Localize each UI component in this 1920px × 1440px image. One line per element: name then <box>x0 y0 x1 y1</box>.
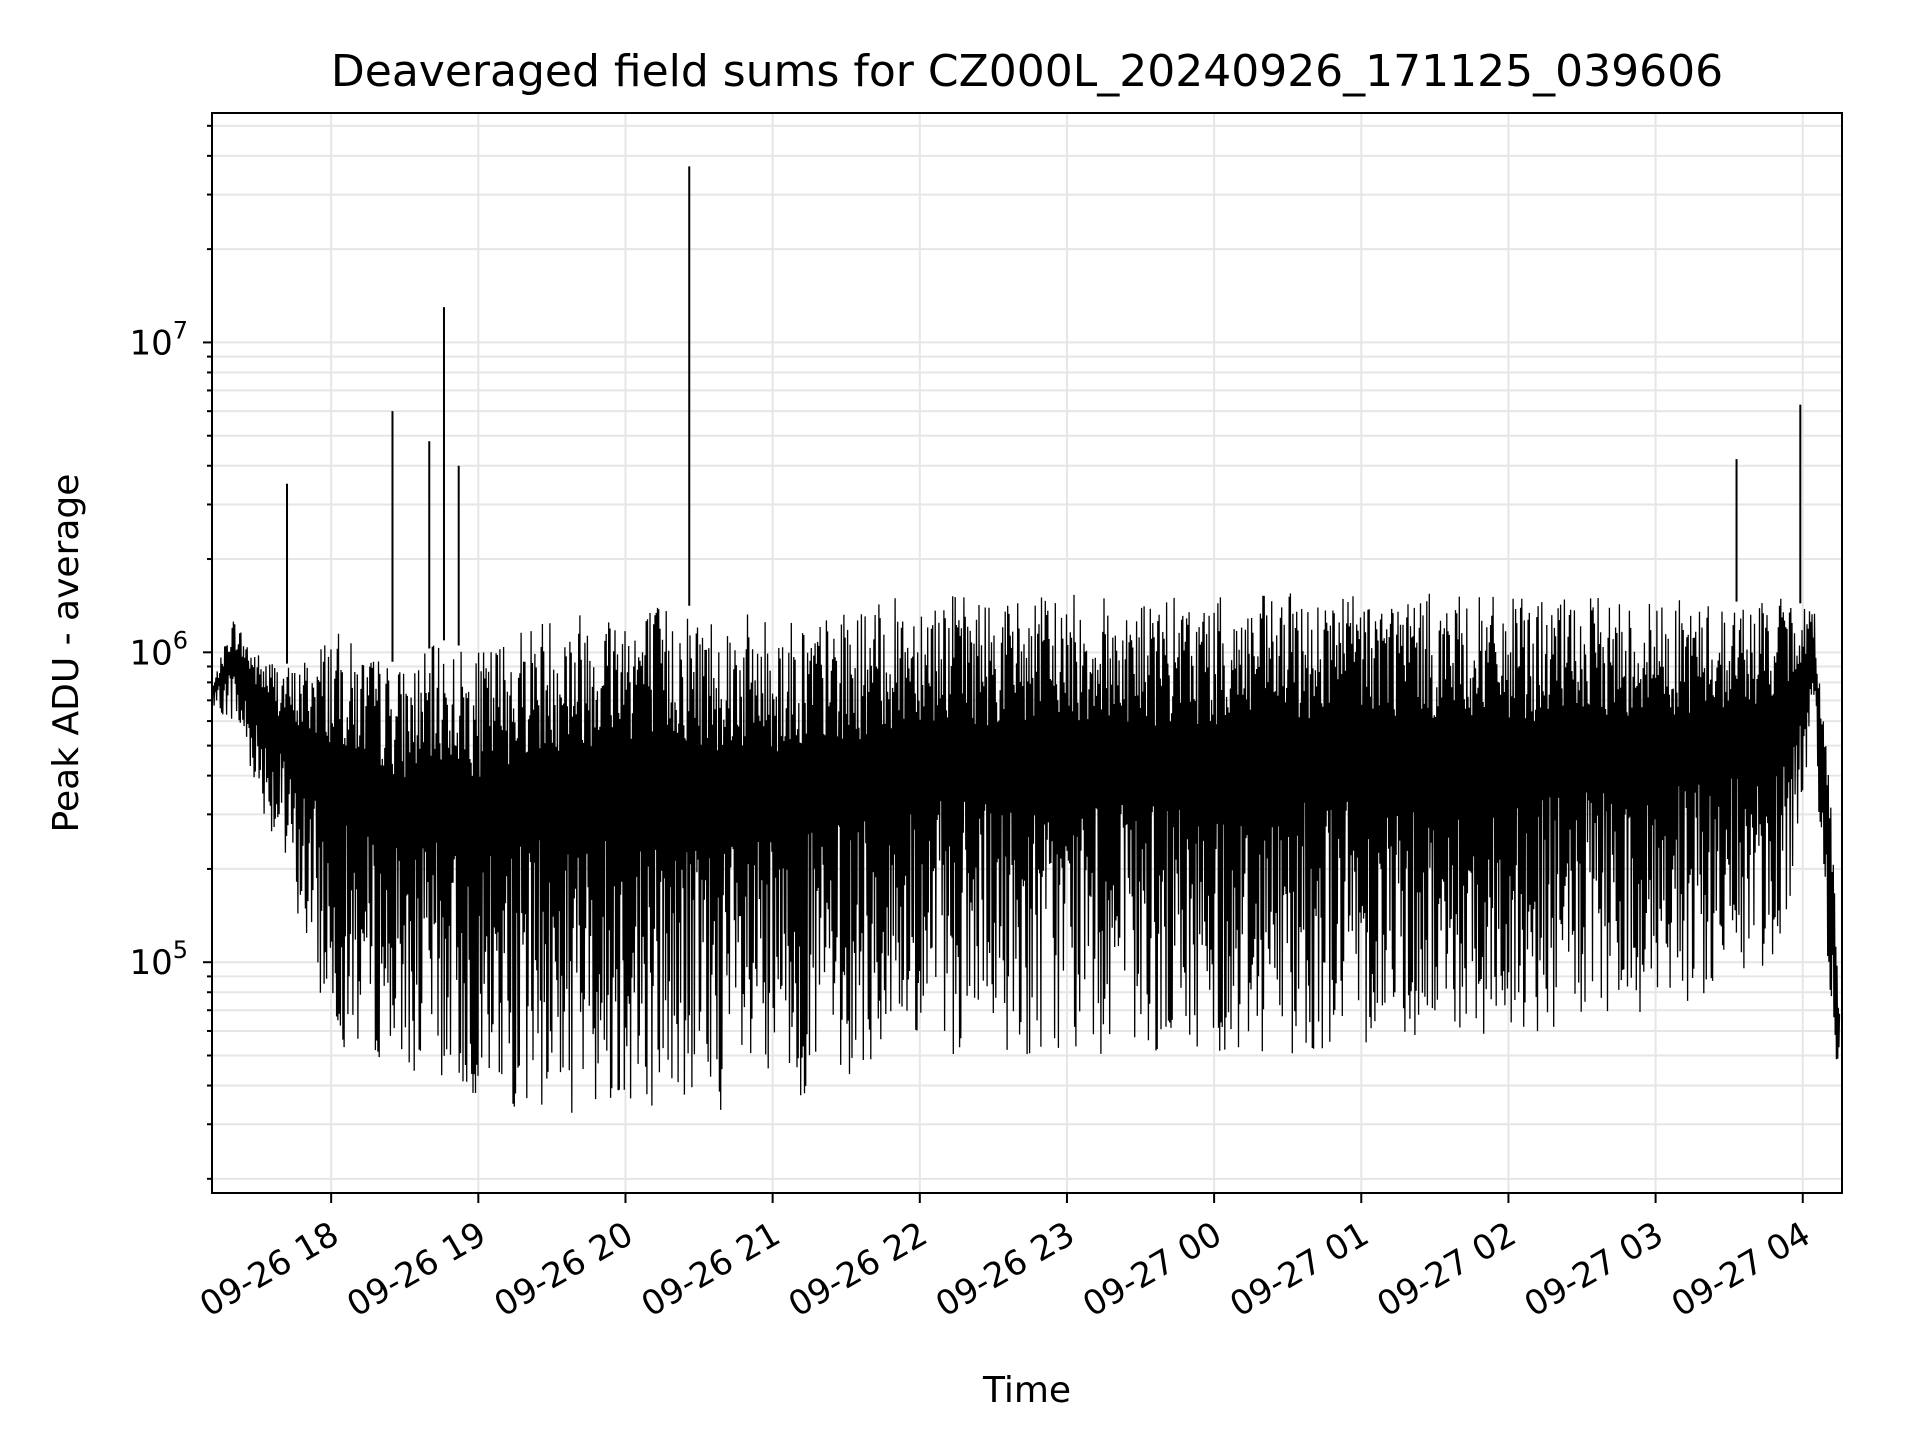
x-tick-label: 09-27 00 <box>1076 1214 1228 1325</box>
x-tick-label: 09-26 18 <box>193 1214 345 1325</box>
x-tick-label: 09-27 02 <box>1371 1214 1523 1325</box>
x-tick-label: 09-27 03 <box>1518 1214 1670 1325</box>
x-tick-label: 09-26 19 <box>340 1214 492 1325</box>
x-tick-label: 09-26 23 <box>929 1214 1081 1325</box>
x-tick-label: 09-26 21 <box>635 1214 787 1325</box>
y-tick-base: 10 <box>129 323 172 363</box>
y-tick-label: 106 <box>129 626 188 673</box>
y-tick-base: 10 <box>129 943 172 983</box>
y-tick-exponent: 6 <box>173 626 188 654</box>
y-tick-base: 10 <box>129 633 172 673</box>
x-tick-label: 09-26 22 <box>782 1214 934 1325</box>
y-tick-label: 107 <box>129 316 188 363</box>
x-tick-label: 09-27 01 <box>1223 1214 1375 1325</box>
series-layer <box>212 166 1841 1113</box>
x-tick-label: 09-27 04 <box>1665 1214 1817 1325</box>
y-axis-label: Peak ADU - average <box>46 474 87 833</box>
x-axis-label: Time <box>982 1370 1071 1411</box>
y-tick-label: 105 <box>129 936 188 983</box>
x-tick-label: 09-26 20 <box>488 1214 640 1325</box>
y-tick-exponent: 7 <box>173 316 188 344</box>
series-line <box>212 593 1841 1113</box>
chart-title: Deaveraged field sums for CZ000L_2024092… <box>331 46 1723 97</box>
y-tick-exponent: 5 <box>173 936 188 964</box>
